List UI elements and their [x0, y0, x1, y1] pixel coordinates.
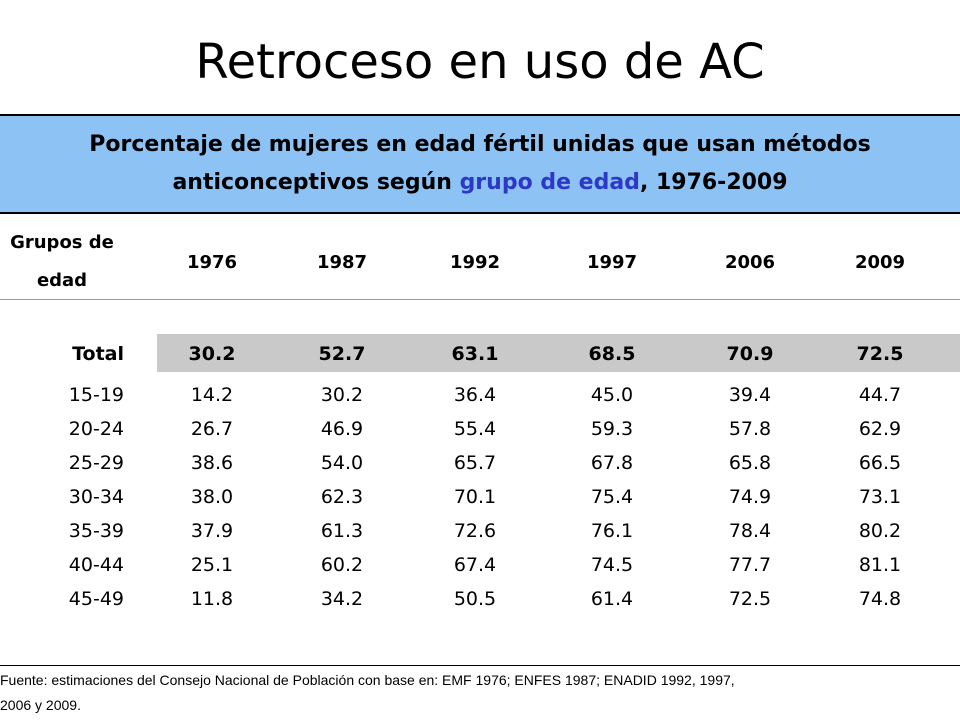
- table-cell: 60.2: [320, 554, 364, 576]
- age-group-label: 20-24: [68, 418, 124, 440]
- table-cell: 36.4: [453, 384, 497, 406]
- table-cell: 62.9: [858, 418, 902, 440]
- table-caption: Porcentaje de mujeres en edad fértil uni…: [0, 114, 960, 214]
- total-cell: 52.7: [318, 343, 366, 365]
- age-group-label: 25-29: [68, 452, 124, 474]
- total-cell: 68.5: [588, 343, 636, 365]
- table-cell: 57.8: [728, 418, 772, 440]
- year-header: 1976: [186, 252, 238, 273]
- source-note-line-1: Fuente: estimaciones del Consejo Naciona…: [0, 672, 735, 688]
- year-header: 2006: [724, 252, 776, 273]
- header-divider: [0, 299, 960, 300]
- table-cell: 61.4: [590, 588, 634, 610]
- table-cell: 67.8: [590, 452, 634, 474]
- table-cell: 75.4: [590, 486, 634, 508]
- table-cell: 72.6: [453, 520, 497, 542]
- table-cell: 50.5: [453, 588, 497, 610]
- table-cell: 39.4: [728, 384, 772, 406]
- total-row-band: [157, 334, 960, 372]
- source-note-line-2: 2006 y 2009.: [0, 697, 81, 713]
- table-cell: 65.7: [453, 452, 497, 474]
- year-header: 1992: [449, 252, 501, 273]
- group-header-line-2: edad: [36, 270, 88, 291]
- table-cell: 66.5: [858, 452, 902, 474]
- table-cell: 74.9: [728, 486, 772, 508]
- table-cell: 80.2: [858, 520, 902, 542]
- table-cell: 81.1: [858, 554, 902, 576]
- table-cell: 59.3: [590, 418, 634, 440]
- age-group-label: 40-44: [68, 554, 124, 576]
- table-cell: 14.2: [190, 384, 234, 406]
- table-cell: 46.9: [320, 418, 364, 440]
- source-note: Fuente: estimaciones del Consejo Naciona…: [0, 665, 960, 720]
- table-cell: 55.4: [453, 418, 497, 440]
- year-header: 1997: [586, 252, 638, 273]
- table-cell: 62.3: [320, 486, 364, 508]
- caption-highlight: grupo de edad: [459, 170, 640, 195]
- table-cell: 38.6: [190, 452, 234, 474]
- table-cell: 73.1: [858, 486, 902, 508]
- table-cell: 25.1: [190, 554, 234, 576]
- age-group-label: 15-19: [68, 384, 124, 406]
- table-cell: 45.0: [590, 384, 634, 406]
- table-cell: 65.8: [728, 452, 772, 474]
- table-cell: 37.9: [190, 520, 234, 542]
- table-cell: 54.0: [320, 452, 364, 474]
- table-cell: 30.2: [320, 384, 364, 406]
- year-header: 1987: [316, 252, 368, 273]
- table-cell: 70.1: [453, 486, 497, 508]
- caption-line-1: Porcentaje de mujeres en edad fértil uni…: [89, 132, 871, 157]
- table-cell: 74.5: [590, 554, 634, 576]
- table-cell: 38.0: [190, 486, 234, 508]
- slide-title: Retroceso en uso de AC: [195, 34, 765, 90]
- caption-line-2: anticonceptivos según grupo de edad, 197…: [172, 164, 787, 202]
- table-cell: 44.7: [858, 384, 902, 406]
- table-cell: 72.5: [728, 588, 772, 610]
- table-cell: 34.2: [320, 588, 364, 610]
- table-cell: 78.4: [728, 520, 772, 542]
- caption-line-2-start: anticonceptivos según: [172, 170, 460, 195]
- group-header-line-1: Grupos de: [10, 232, 114, 253]
- year-header: 2009: [854, 252, 906, 273]
- age-group-label: 45-49: [68, 588, 124, 610]
- caption-line-2-end: , 1976-2009: [639, 170, 788, 195]
- table-cell: 77.7: [728, 554, 772, 576]
- table-cell: 11.8: [190, 588, 234, 610]
- total-cell: 72.5: [856, 343, 904, 365]
- age-group-label: 35-39: [68, 520, 124, 542]
- group-column-header: Grupos de edad: [0, 224, 124, 300]
- total-row-label: Total: [72, 343, 124, 365]
- age-group-label: 30-34: [68, 486, 124, 508]
- total-cell: 70.9: [726, 343, 774, 365]
- table-cell: 67.4: [453, 554, 497, 576]
- table-cell: 76.1: [590, 520, 634, 542]
- table-cell: 26.7: [190, 418, 234, 440]
- total-cell: 63.1: [451, 343, 499, 365]
- total-cell: 30.2: [188, 343, 236, 365]
- table-cell: 74.8: [858, 588, 902, 610]
- table-cell: 61.3: [320, 520, 364, 542]
